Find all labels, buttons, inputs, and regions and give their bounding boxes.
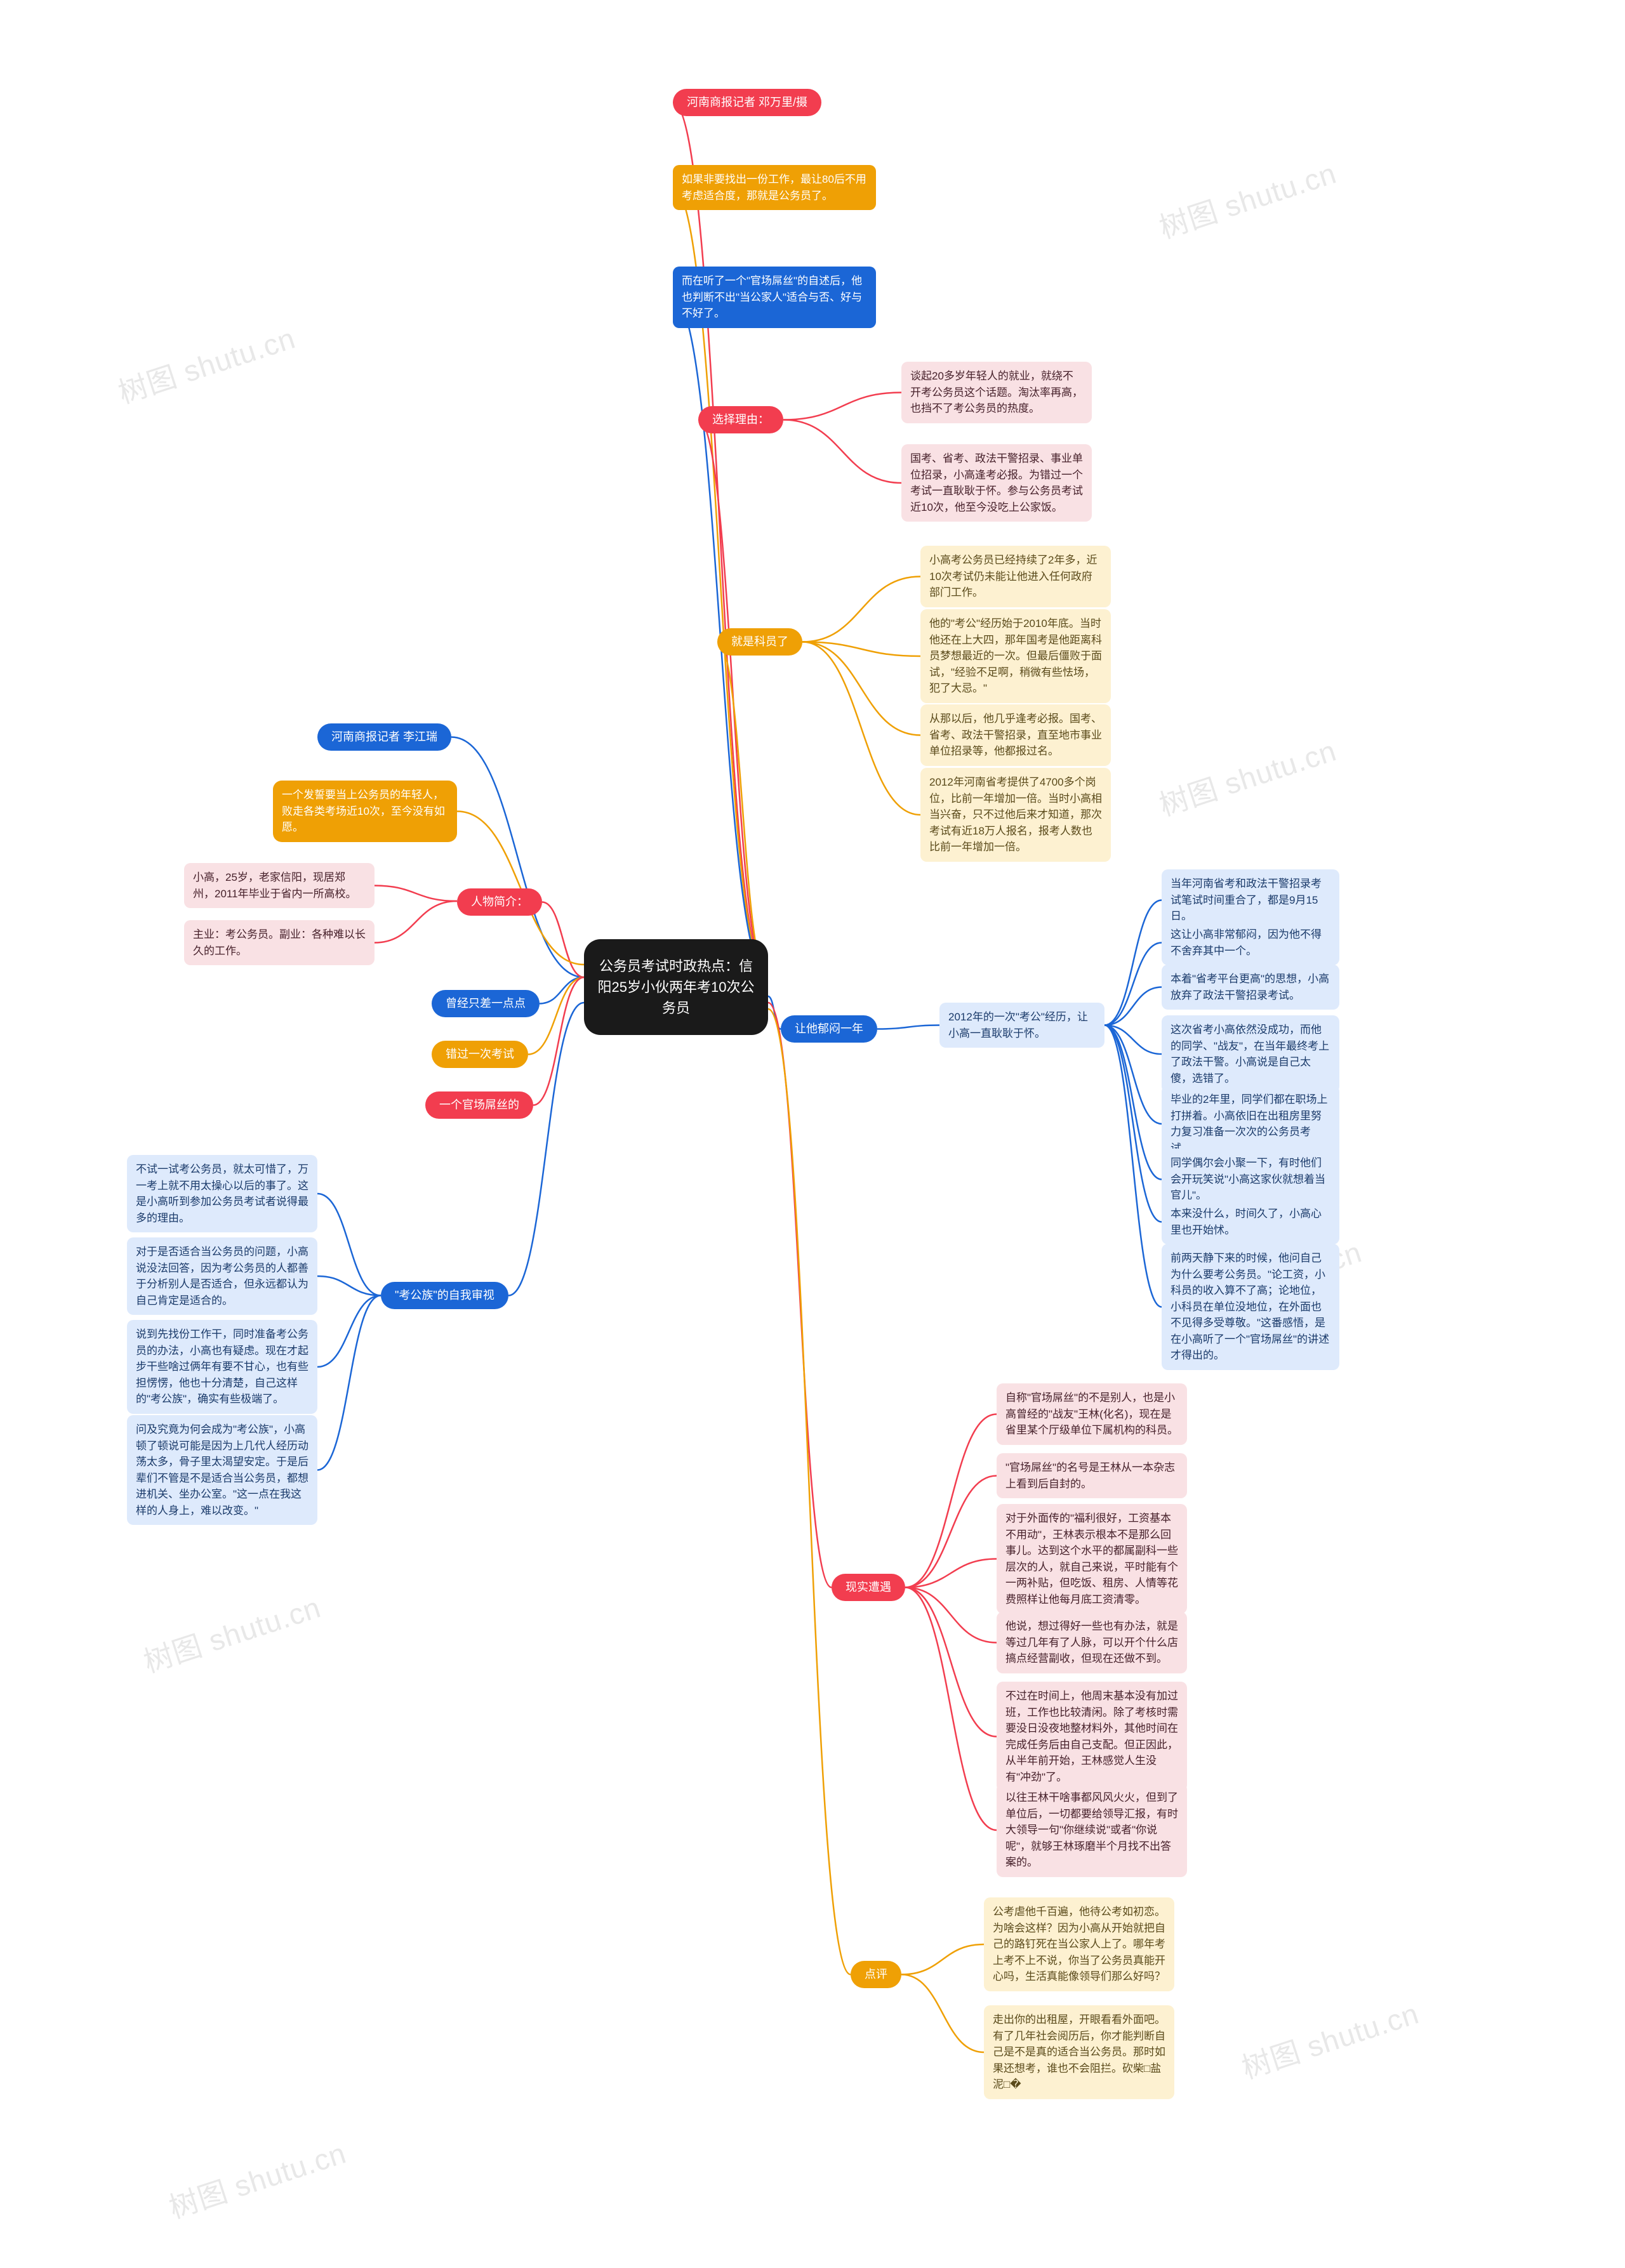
leaf-block: "官场屌丝"的名号是王林从一本杂志上看到后自封的。 xyxy=(997,1453,1187,1498)
leaf-block: 说到先找份工作干，同时准备考公务员的办法，小高也有疑虑。现在才起步干些啥过俩年有… xyxy=(127,1320,317,1414)
branch-pill: 曾经只差一点点 xyxy=(432,990,540,1017)
leaf-block: 他说，想过得好一些也有办法，就是等过几年有了人脉，可以开个什么店搞点经营副收，但… xyxy=(997,1612,1187,1673)
leaf-block: 问及究竟为何会成为"考公族"，小高顿了顿说可能是因为上几代人经历动荡太多，骨子里… xyxy=(127,1415,317,1525)
branch-pill: 现实遭遇 xyxy=(832,1574,905,1601)
leaf-block: 这让小高非常郁闷，因为他不得不舍弃其中一个。 xyxy=(1162,920,1339,965)
leaf-block: 这次省考小高依然没成功，而他的同学、"战友"，在当年最终考上了政法干警。小高说是… xyxy=(1162,1015,1339,1093)
leaf-block: 2012年的一次"考公"经历，让小高一直耿耿于怀。 xyxy=(939,1003,1104,1048)
leaf-block: 公考虐他千百遍，他待公考如初恋。为啥会这样？因为小高从开始就把自己的路钉死在当公… xyxy=(984,1897,1174,1991)
leaf-block: 谈起20多岁年轻人的就业，就绕不开考公务员这个话题。淘汰率再高，也挡不了考公务员… xyxy=(901,362,1092,423)
leaf-block: 对于外面传的"福利很好，工资基本不用动"，王林表示根本不是那么回事儿。达到这个水… xyxy=(997,1504,1187,1614)
watermark: 树图 shutu.cn xyxy=(112,315,300,412)
leaf-block: 本来没什么，时间久了，小高心里也开始怵。 xyxy=(1162,1199,1339,1244)
branch-pill: 河南商报记者 李江瑞 xyxy=(317,723,451,751)
branch-pill: 点评 xyxy=(851,1961,901,1988)
branch-pill: 一个官场屌丝的 xyxy=(425,1091,533,1119)
leaf-block: 以往王林干啥事都风风火火，但到了单位后，一切都要给领导汇报，有时大领导一句"你继… xyxy=(997,1783,1187,1877)
leaf-block: 国考、省考、政法干警招录、事业单位招录，小高逢考必报。为错过一个考试一直耿耿于怀… xyxy=(901,444,1092,522)
leaf-block: 不试一试考公务员，就太可惜了，万一考上就不用太操心以后的事了。这是小高听到参加公… xyxy=(127,1155,317,1232)
watermark: 树图 shutu.cn xyxy=(163,2130,351,2227)
leaf-block: 走出你的出租屋，开眼看看外面吧。有了几年社会阅历后，你才能判断自己是不是真的适合… xyxy=(984,2005,1174,2099)
leaf-block: 如果非要找出一份工作，最让80后不用考虑适合度，那就是公务员了。 xyxy=(673,165,876,210)
leaf-block: 从那以后，他几乎逢考必报。国考、省考、政法干警招录，直至地市事业单位招录等，他都… xyxy=(920,704,1111,766)
branch-pill: 人物简介： xyxy=(457,888,542,916)
branch-pill: "考公族"的自我审视 xyxy=(381,1282,508,1309)
leaf-block: 他的"考公"经历始于2010年底。当时他还在上大四，那年国考是他距离科员梦想最近… xyxy=(920,609,1111,703)
watermark: 树图 shutu.cn xyxy=(1153,728,1341,824)
watermark: 树图 shutu.cn xyxy=(138,1585,326,1681)
leaf-block: 对于是否适合当公务员的问题，小高说没法回答，因为考公务员的人都善于分析别人是否适… xyxy=(127,1237,317,1315)
leaf-block: 2012年河南省考提供了4700多个岗位，比前一年增加一倍。当时小高相当兴奋，只… xyxy=(920,768,1111,862)
branch-pill: 错过一次考试 xyxy=(432,1041,528,1068)
leaf-block: 前两天静下来的时候，他问自己为什么要考公务员。"论工资，小科员的收入算不了高；论… xyxy=(1162,1244,1339,1370)
leaf-block: 而在听了一个"官场屌丝"的自述后，他也判断不出"当公家人"适合与否、好与不好了。 xyxy=(673,267,876,328)
branch-pill: 选择理由： xyxy=(698,406,783,433)
leaf-block: 主业：考公务员。副业：各种难以长久的工作。 xyxy=(184,920,375,965)
leaf-block: 本着"省考平台更高"的思想，小高放弃了政法干警招录考试。 xyxy=(1162,965,1339,1010)
leaf-block: 小高，25岁，老家信阳，现居郑州，2011年毕业于省内一所高校。 xyxy=(184,863,375,908)
leaf-block: 自称"官场屌丝"的不是别人，也是小高曾经的"战友"王林(化名)，现在是省里某个厅… xyxy=(997,1383,1187,1445)
branch-pill: 让他郁闷一年 xyxy=(781,1015,877,1043)
watermark: 树图 shutu.cn xyxy=(1153,150,1341,247)
branch-pill: 就是科员了 xyxy=(717,628,802,656)
connector-layer xyxy=(0,0,1625,2268)
leaf-block: 小高考公务员已经持续了2年多，近10次考试仍未能让他进入任何政府部门工作。 xyxy=(920,546,1111,607)
watermark: 树图 shutu.cn xyxy=(1236,1991,1424,2087)
center-node: 公务员考试时政热点：信阳25岁小伙两年考10次公务员 xyxy=(584,939,768,1035)
leaf-block: 一个发誓要当上公务员的年轻人，败走各类考场近10次，至今没有如愿。 xyxy=(273,781,457,842)
leaf-block: 不过在时间上，他周末基本没有加过班，工作也比较清闲。除了考核时需要没日没夜地整材… xyxy=(997,1682,1187,1791)
branch-pill: 河南商报记者 邓万里/摄 xyxy=(673,89,821,116)
